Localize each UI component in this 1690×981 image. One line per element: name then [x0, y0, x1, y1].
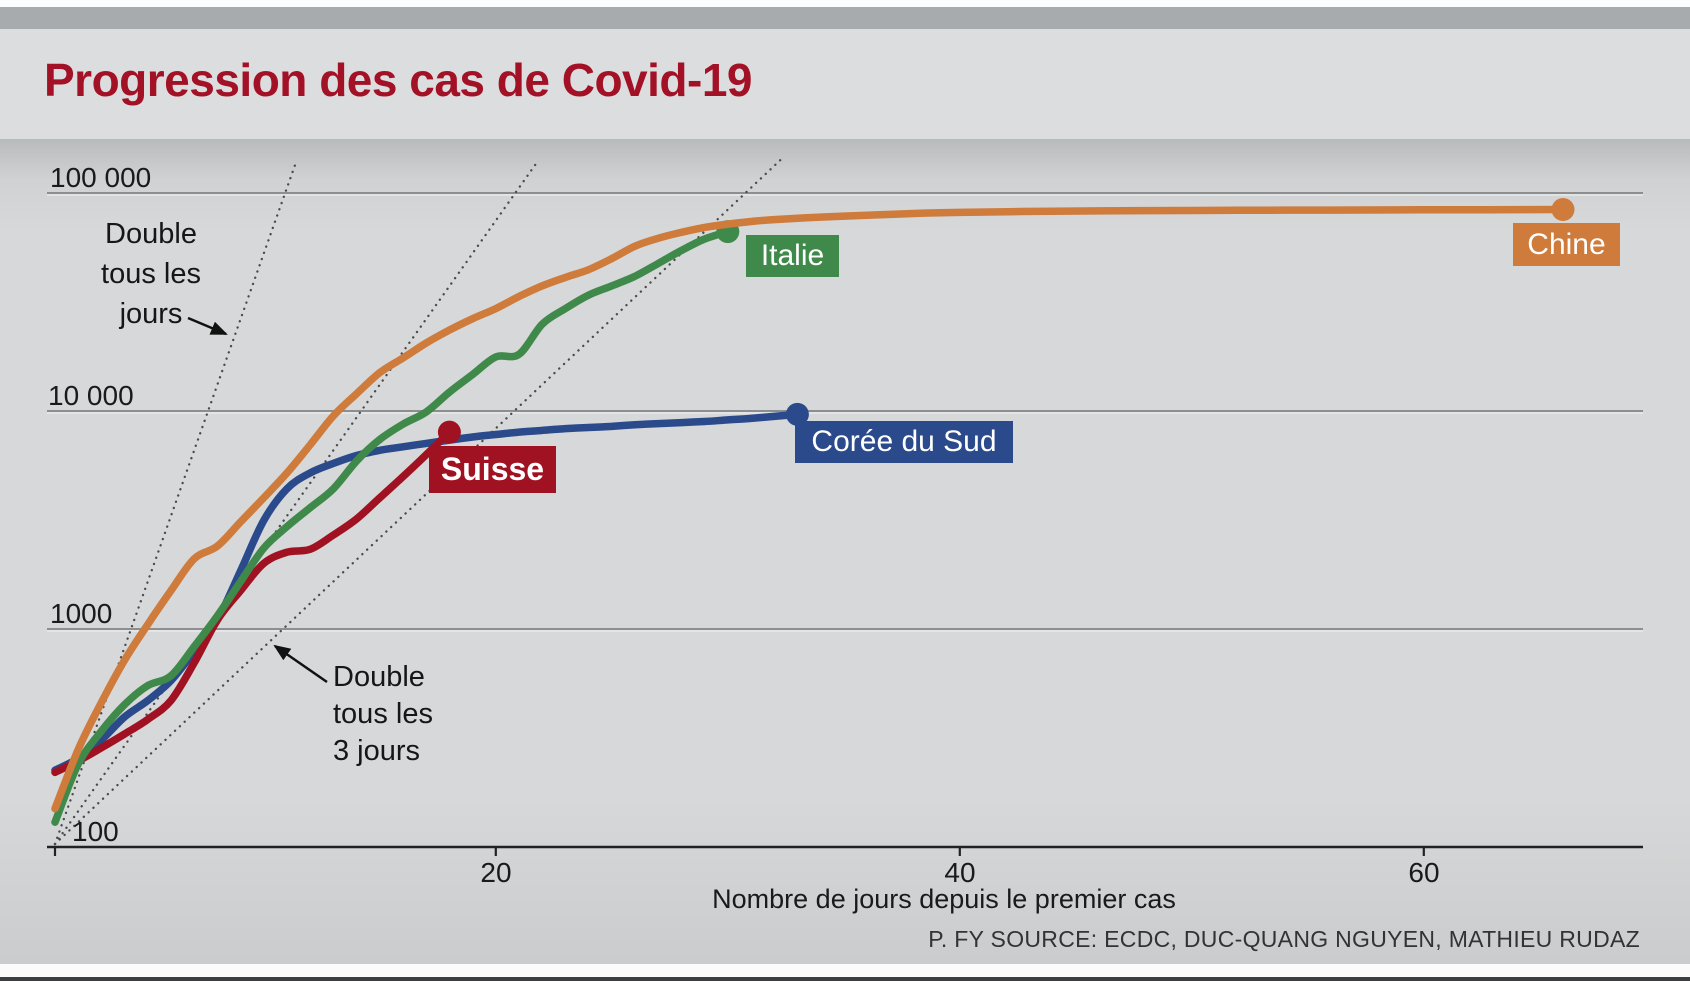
italie-label: Italie	[746, 235, 839, 277]
source-credit: P. FY SOURCE: ECDC, DUC-QUANG NGUYEN, MA…	[928, 926, 1640, 952]
chine-label: Chine	[1513, 223, 1620, 266]
arrow-double-every-3-days	[273, 644, 328, 684]
annotation-double-every-day: Double tous les jours	[85, 214, 217, 334]
y-tick-label-100: 100	[72, 816, 119, 847]
guide-doubling-3-days	[53, 158, 782, 846]
series-line-suisse	[51, 428, 454, 777]
series-endpoint-chine	[1551, 198, 1575, 222]
series-endpoint-suisse	[437, 420, 461, 444]
y-tick-label-10000: 10 000	[48, 380, 134, 411]
bottom-gray-bar	[0, 977, 1690, 981]
x-tick-label-60: 60	[1408, 857, 1440, 888]
annotation-line: 3 jours	[333, 735, 421, 767]
page-title: Progression des cas de Covid-19	[44, 54, 753, 106]
bottom-white-strip	[0, 964, 1690, 977]
series-endpoint-coree-du-sud	[785, 402, 809, 426]
x-tick-label-20: 20	[480, 857, 512, 888]
coree-du-sud-label: Corée du Sud	[795, 421, 1013, 463]
series-line-italie	[51, 227, 732, 826]
series-line-chine	[51, 205, 1567, 813]
y-tick-label-100000: 100 000	[50, 162, 152, 193]
top-gray-bar	[0, 7, 1690, 29]
annotation-double-every-3-days: Double tous les 3 jours	[333, 659, 433, 770]
x-axis-title: Nombre de jours depuis le premier cas	[712, 884, 1176, 914]
y-tick-label-1000: 1000	[50, 598, 113, 629]
annotation-line: Double	[333, 661, 425, 693]
annotation-line: jours	[119, 298, 183, 330]
guide-doubling-1-days	[53, 158, 298, 846]
title-band	[0, 29, 1690, 139]
top-white-strip	[0, 0, 1690, 7]
x-tick-label-40: 40	[944, 857, 976, 888]
annotation-line: Double	[105, 218, 197, 250]
arrow-double-every-day	[187, 316, 228, 336]
annotation-line: tous les	[101, 258, 201, 290]
annotation-line: tous les	[333, 698, 433, 730]
suisse-label: Suisse	[429, 446, 556, 493]
